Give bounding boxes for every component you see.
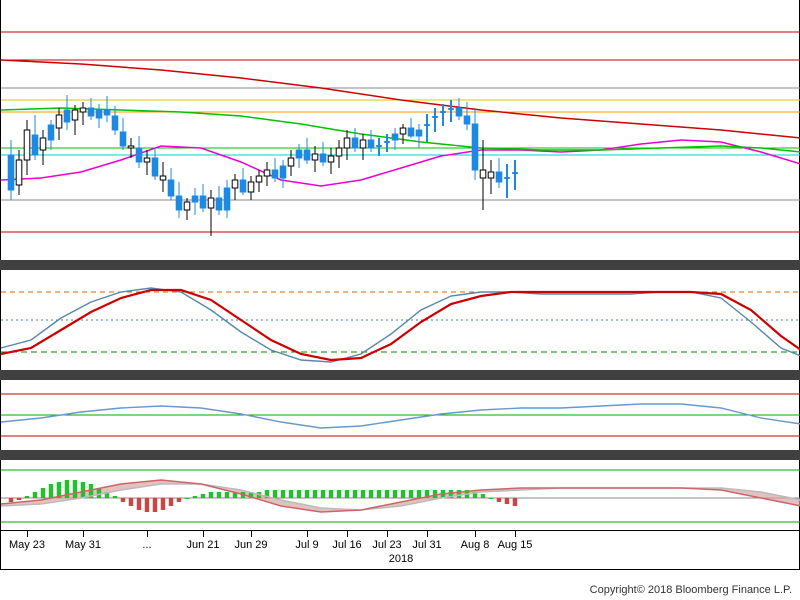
axis-label: Jul 31	[412, 539, 441, 551]
axis-label: Jun 21	[186, 539, 219, 551]
panel-divider-1	[0, 260, 800, 270]
panel-divider-2	[0, 370, 800, 380]
axis-tick	[203, 531, 204, 537]
axis-year-label: 2018	[389, 553, 413, 565]
axis-tick	[27, 531, 28, 537]
macd-panel[interactable]	[0, 460, 800, 530]
axis-tick	[347, 531, 348, 537]
axis-label: Jun 29	[234, 539, 267, 551]
rsi-svg	[1, 380, 800, 450]
rsi-panel[interactable]	[0, 380, 800, 450]
axis-tick	[515, 531, 516, 537]
axis-tick	[83, 531, 84, 537]
axis-label: Jul 23	[372, 539, 401, 551]
axis-label: ...	[142, 539, 151, 551]
axis-tick	[387, 531, 388, 537]
macd-svg	[1, 460, 800, 530]
copyright-text: Copyright© 2018 Bloomberg Finance L.P.	[590, 584, 792, 596]
axis-label: Jul 9	[295, 539, 318, 551]
oscillator-panel[interactable]	[0, 270, 800, 370]
axis-label: Jul 16	[332, 539, 361, 551]
axis-tick	[251, 531, 252, 537]
axis-tick	[307, 531, 308, 537]
axis-tick	[427, 531, 428, 537]
price-panel[interactable]	[0, 0, 800, 260]
panel-divider-3	[0, 450, 800, 460]
axis-label: May 31	[65, 539, 101, 551]
axis-label: Aug 8	[461, 539, 490, 551]
axis-tick	[475, 531, 476, 537]
x-axis: May 23 May 31... Jun 21 Jun 29 Jul 9 Jul 16 Ju…	[0, 530, 800, 570]
oscillator-svg	[1, 270, 800, 370]
axis-tick	[147, 531, 148, 537]
axis-label: May 23	[9, 539, 45, 551]
bloomberg-chart: May 23 May 31... Jun 21 Jun 29 Jul 9 Jul 16 Ju…	[0, 0, 800, 600]
axis-label: Aug 15	[498, 539, 533, 551]
price-svg	[1, 0, 800, 260]
